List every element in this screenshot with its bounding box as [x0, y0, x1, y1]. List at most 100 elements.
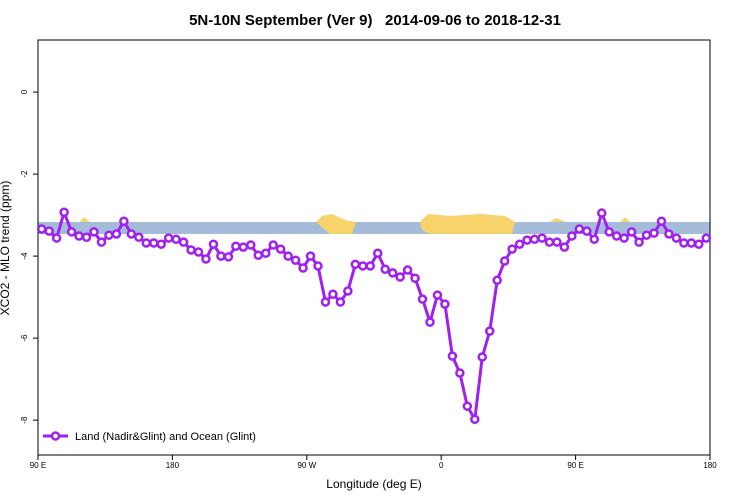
data-point — [544, 237, 555, 247]
data-point — [223, 252, 234, 262]
data-point — [559, 242, 570, 252]
data-point — [567, 231, 577, 241]
data-point — [499, 256, 510, 266]
data-point — [649, 228, 659, 238]
data-point — [335, 297, 346, 307]
y-tick-label: -4 — [20, 252, 29, 260]
data-point — [619, 233, 629, 243]
data-point — [529, 234, 540, 245]
data-point — [320, 297, 331, 307]
data-point — [514, 239, 525, 249]
y-tick-label: -2 — [20, 170, 29, 178]
data-point — [201, 254, 211, 264]
data-point — [447, 351, 458, 361]
data-point — [596, 208, 607, 218]
plot-frame — [37, 39, 711, 456]
x-tick-label: 180 — [703, 461, 717, 470]
data-point — [74, 231, 84, 241]
data-point — [246, 240, 256, 250]
data-point — [193, 247, 204, 257]
data-point — [656, 216, 667, 227]
data-point — [260, 248, 271, 258]
data-point — [671, 233, 682, 243]
data-point — [582, 226, 592, 236]
data-point — [552, 237, 562, 247]
data-point — [238, 242, 249, 252]
data-point — [305, 251, 316, 261]
data-point — [59, 207, 69, 217]
y-tick-label: -6 — [20, 334, 29, 342]
data-point — [253, 250, 264, 261]
data-point — [634, 237, 644, 247]
data-point — [216, 251, 226, 261]
x-tick-label: 90 E — [30, 461, 46, 470]
data-point — [455, 368, 465, 378]
data-point — [417, 294, 428, 304]
data-point — [365, 261, 376, 271]
data-point — [134, 232, 144, 242]
data-point — [66, 227, 77, 237]
data-point — [275, 244, 286, 254]
data-point — [402, 265, 413, 275]
chart-title: 5N-10N September (Ver 9) 2014-09-06 to 2… — [189, 12, 561, 29]
data-point — [462, 401, 473, 411]
data-point — [410, 273, 420, 284]
data-point — [626, 227, 637, 237]
x-tick-label: 0 — [439, 461, 444, 470]
data-point — [694, 239, 704, 249]
data-point — [268, 240, 278, 250]
data-point — [89, 227, 99, 237]
data-point — [425, 317, 435, 327]
x-tick-label: 90 W — [297, 461, 316, 470]
data-point — [119, 216, 129, 227]
data-point — [208, 239, 219, 249]
data-point — [641, 230, 652, 240]
data-point — [387, 268, 398, 278]
data-point — [589, 234, 600, 245]
y-tick-label: 0 — [20, 89, 29, 94]
legend-marker — [50, 431, 61, 441]
data-point — [44, 226, 54, 236]
data-point — [507, 244, 517, 254]
data-point — [611, 231, 622, 241]
data-point — [537, 233, 547, 243]
data-line — [41, 207, 708, 425]
data-point — [81, 232, 92, 242]
data-point — [477, 352, 488, 362]
data-point — [156, 239, 166, 249]
data-point — [440, 299, 450, 309]
data-point — [111, 229, 122, 239]
land-patches — [80, 214, 630, 234]
y-tick-label: -8 — [20, 416, 29, 424]
data-point — [686, 238, 697, 248]
data-point — [96, 237, 107, 247]
data-point — [126, 229, 137, 239]
ocean-band — [38, 222, 710, 234]
data-point — [432, 290, 443, 300]
data-point — [701, 233, 712, 243]
y-axis-label: XCO2 - MLO trend (ppm) — [0, 181, 12, 316]
data-point — [350, 259, 361, 270]
data-point — [51, 233, 62, 243]
data-point — [171, 234, 181, 245]
data-point — [604, 227, 614, 237]
x-tick-label: 90 E — [567, 461, 583, 470]
data-point — [470, 414, 480, 425]
data-point — [141, 238, 152, 248]
data-point — [104, 230, 114, 240]
data-point — [148, 238, 159, 248]
data-point — [380, 264, 390, 274]
data-point — [231, 241, 241, 252]
data-point — [163, 233, 174, 243]
data-point — [343, 286, 353, 296]
land-ocean-strip — [38, 214, 710, 234]
x-tick-label: 180 — [166, 461, 180, 470]
data-point — [290, 255, 301, 265]
data-point — [178, 237, 189, 247]
data-point — [328, 289, 338, 299]
data-point — [186, 245, 196, 255]
data-point — [492, 275, 502, 286]
legend-label: Land (Nadir&Glint) and Ocean (Glint) — [75, 431, 256, 443]
data-point — [574, 224, 585, 234]
